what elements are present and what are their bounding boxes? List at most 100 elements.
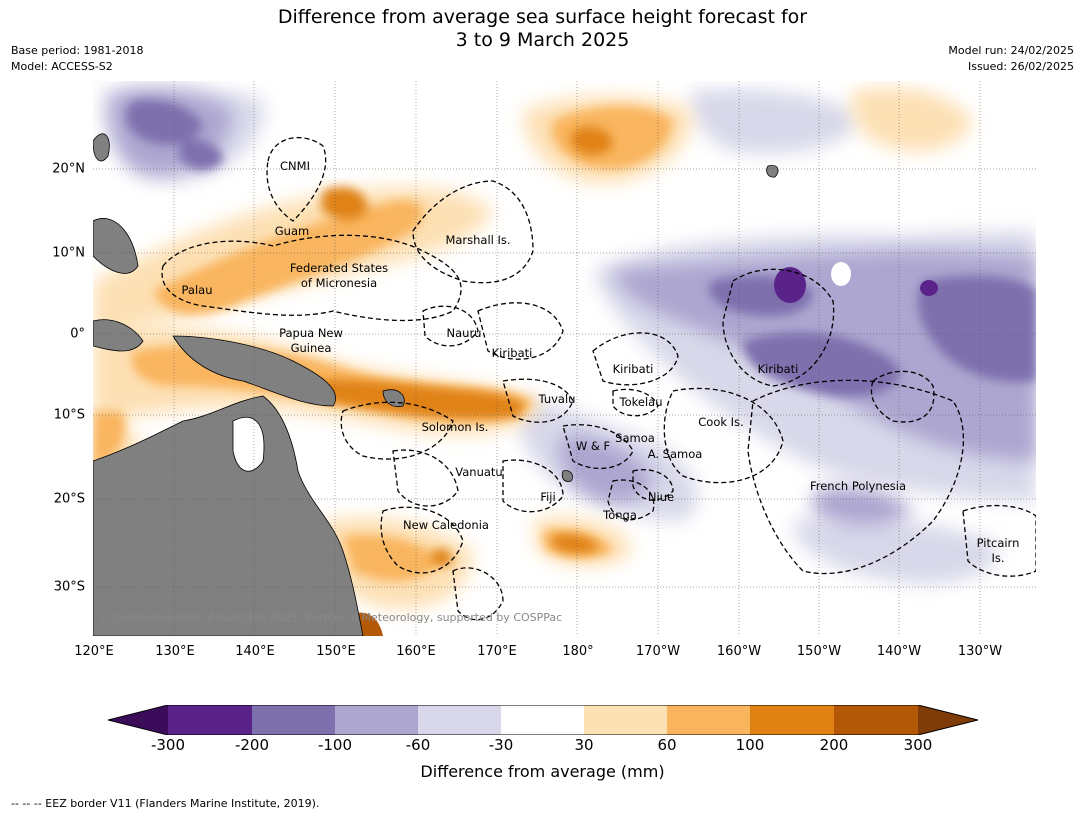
colorbar-label-3: -100 [317,736,353,754]
colorbar-bin-5 [501,705,584,735]
colorbar-bin-8 [750,705,834,735]
colorbar-extend-high [918,705,978,735]
label-samoa: Samoa [615,431,655,445]
model-run: Model run: 24/02/2025 [948,44,1074,57]
label-niue: Niue [648,490,674,504]
label-samoa-line: Samoa [615,431,655,445]
label-micronesia-line-1: Federated States [290,261,388,275]
label-nauru-line: Nauru [447,326,482,340]
base-period: Base period: 1981-2018 [11,44,144,57]
place-labels: CNMI Guam Marshall Is. Federated States o… [182,159,1020,565]
graticule [93,81,1036,636]
x-tick-160w: 160°W [716,644,762,659]
label-kiribati-east: Kiribati [758,362,799,376]
colorbar-label-2: -200 [234,736,270,754]
label-marshall-line: Marshall Is. [445,233,510,247]
y-tick-20n: 20°N [52,161,85,177]
x-tick-140e: 140°E [235,644,275,659]
eez-solomon [340,401,454,460]
label-tuvalu: Tuvalu [538,392,576,406]
new-guinea [172,335,336,407]
label-french-polynesia: French Polynesia [810,479,906,493]
label-niue-line: Niue [648,490,674,504]
colorbar-title: Difference from average (mm) [420,762,665,781]
label-png: Papua New Guinea [279,326,343,355]
eez-marquesas [870,370,935,423]
label-png-line-2: Guinea [291,341,332,355]
title-line-2: 3 to 9 March 2025 [455,29,630,51]
taiwan [93,133,110,162]
label-fiji: Fiji [540,490,555,504]
label-american-samoa: A. Samoa [648,447,703,461]
eez-french-polynesia [747,379,965,575]
eez-cnmi [266,137,327,222]
copyright-notice: © Commonwealth of Australia 2025, Bureau… [99,611,562,624]
label-american-samoa-line: A. Samoa [648,447,703,461]
y-tick-10n: 10°N [52,245,85,261]
eez-nauru [422,305,479,347]
x-tick-160e: 160°E [396,644,436,659]
label-pitcairn-line-1: Pitcairn [977,536,1020,550]
x-tick-150e: 150°E [316,644,356,659]
x-tick-170e: 170°E [477,644,517,659]
label-png-line-1: Papua New [279,326,343,340]
label-kiribati-east-line: Kiribati [758,362,799,376]
eez-marshall [412,180,534,284]
colorbar-bin-3 [335,705,418,735]
colorbar-label-4: -60 [405,736,431,754]
label-marshall: Marshall Is. [445,233,510,247]
x-tick-130w: 130°W [957,644,1003,659]
x-tick-120e: 120°E [74,644,114,659]
eez-kiribati-east [722,268,835,387]
x-tick-170w: 170°W [635,644,681,659]
eez-niue [632,469,674,501]
label-tokelau: Tokelau [619,395,663,409]
eez-tonga [607,479,655,521]
meta-left: Base period: 1981-2018 Model: ACCESS-S2 [11,43,143,75]
eez-samoa [562,424,634,470]
label-cnmi-line: CNMI [280,159,310,173]
colorbar-label-5: -30 [488,736,514,754]
label-pitcairn: Pitcairn Is. [977,536,1020,565]
label-cook-line: Cook Is. [698,415,743,429]
colorbar-bin-9 [834,705,918,735]
map-svg: CNMI Guam Marshall Is. Federated States o… [93,81,1036,636]
eez-pitcairn [962,504,1036,577]
label-kiribati-central-line: Kiribati [613,362,654,376]
eez-tuvalu [502,378,574,423]
label-guam: Guam [275,224,309,238]
label-solomon: Solomon Is. [422,420,489,434]
eez-kiribati-central [592,332,679,386]
positive-anomaly-strong [302,126,613,566]
fiji [561,470,573,482]
colorbar-bin-7 [667,705,750,735]
issued-date: Issued: 26/02/2025 [967,60,1074,73]
colorbar-bin-4 [418,705,501,735]
label-micronesia-line-2: of Micronesia [301,276,377,290]
eez-norfolk [452,567,504,621]
land [93,133,779,636]
negative-anomaly-strong [126,99,1036,397]
label-tokelau-line: Tokelau [619,395,663,409]
colorbar-bin-1 [168,705,252,735]
y-tick-10s: 10°S [53,407,85,423]
label-cook: Cook Is. [698,415,743,429]
label-guam-line: Guam [275,224,309,238]
x-tick-180: 180° [562,644,594,659]
colorbar [108,705,978,735]
eez-kiribati-west [477,302,564,360]
map-panel: CNMI Guam Marshall Is. Federated States o… [93,81,1036,636]
label-new-caledonia-line: New Caledonia [403,518,489,532]
chart-title: Difference from average sea surface heig… [0,6,1085,52]
x-tick-140w: 140°W [876,644,922,659]
negative-anomaly-peak [774,267,806,303]
neutral-patch [831,262,851,286]
label-nauru: Nauru [447,326,482,340]
eez-tokelau [612,388,659,417]
colorbar-label-7: 60 [657,736,677,754]
label-tonga-line: Tonga [602,508,637,522]
x-tick-130e: 130°E [155,644,195,659]
label-kiribati-central: Kiribati [613,362,654,376]
label-cnmi: CNMI [280,159,310,173]
colorbar-label-1: -300 [150,736,186,754]
